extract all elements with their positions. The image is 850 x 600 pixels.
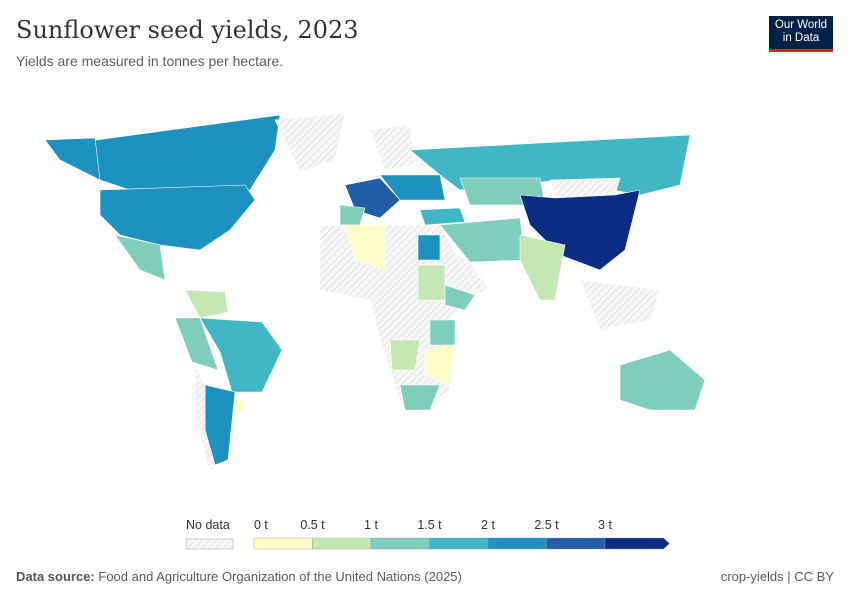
legend-tick-label: 1 t [364,518,378,532]
country-ethiopia[interactable] [444,284,476,311]
legend-bin[interactable] [253,537,313,550]
country-mexico[interactable] [114,234,166,281]
legend-bin[interactable] [546,537,606,550]
country-greenland[interactable] [274,112,346,173]
chart-title: Sunflower seed yields, 2023 [16,16,359,44]
data-source-text: Food and Agriculture Organization of the… [98,569,462,584]
logo-line-2: in Data [782,32,820,44]
logo-line-1: Our World [774,19,828,31]
legend-tick-label: 0.5 t [300,518,325,532]
footer-license[interactable]: crop-yields | CC BY [720,569,834,584]
legend-bin[interactable] [370,537,430,550]
country-alaska[interactable] [44,137,101,181]
country-southeast-asia[interactable] [579,279,661,331]
legend-tick-label: 0 t [254,518,268,532]
country-india[interactable] [519,234,566,301]
country-scandinavia[interactable] [369,124,416,171]
legend-bin[interactable] [429,537,489,550]
data-source-label: Data source: [16,569,95,584]
legend-tick-label: 1.5 t [417,518,442,532]
country-algeria[interactable] [344,224,386,271]
country-uruguay[interactable] [234,399,246,413]
country-chile[interactable] [194,364,216,466]
country-australia[interactable] [619,349,706,411]
owid-logo[interactable]: Our World in Data [769,16,833,52]
world-map [44,112,706,466]
legend-bin[interactable] [312,537,372,550]
legend-no-data-swatch [185,538,234,550]
country-brazil[interactable] [199,317,283,393]
legend-bin[interactable] [487,537,547,550]
country-angola[interactable] [389,339,421,371]
legend-bin[interactable] [604,537,670,550]
country-china[interactable] [519,189,641,271]
country-venezuela[interactable] [184,289,229,319]
country-egypt[interactable] [417,234,441,261]
chart-subtitle: Yields are measured in tonnes per hectar… [16,53,284,69]
legend-no-data-label: No data [186,518,230,532]
legend-tick-label: 2.5 t [534,518,559,532]
legend-tick-label: 3 t [598,518,612,532]
country-usa[interactable] [99,184,256,251]
data-source[interactable]: Data source: Food and Agriculture Organi… [16,569,462,584]
legend-tick-label: 2 t [481,518,495,532]
country-eastern-europe[interactable] [379,174,446,201]
country-peru-bolivia[interactable] [174,317,219,371]
country-south-africa[interactable] [399,384,441,411]
country-zambia-mozambique[interactable] [424,344,456,386]
country-turkey[interactable] [419,207,466,226]
